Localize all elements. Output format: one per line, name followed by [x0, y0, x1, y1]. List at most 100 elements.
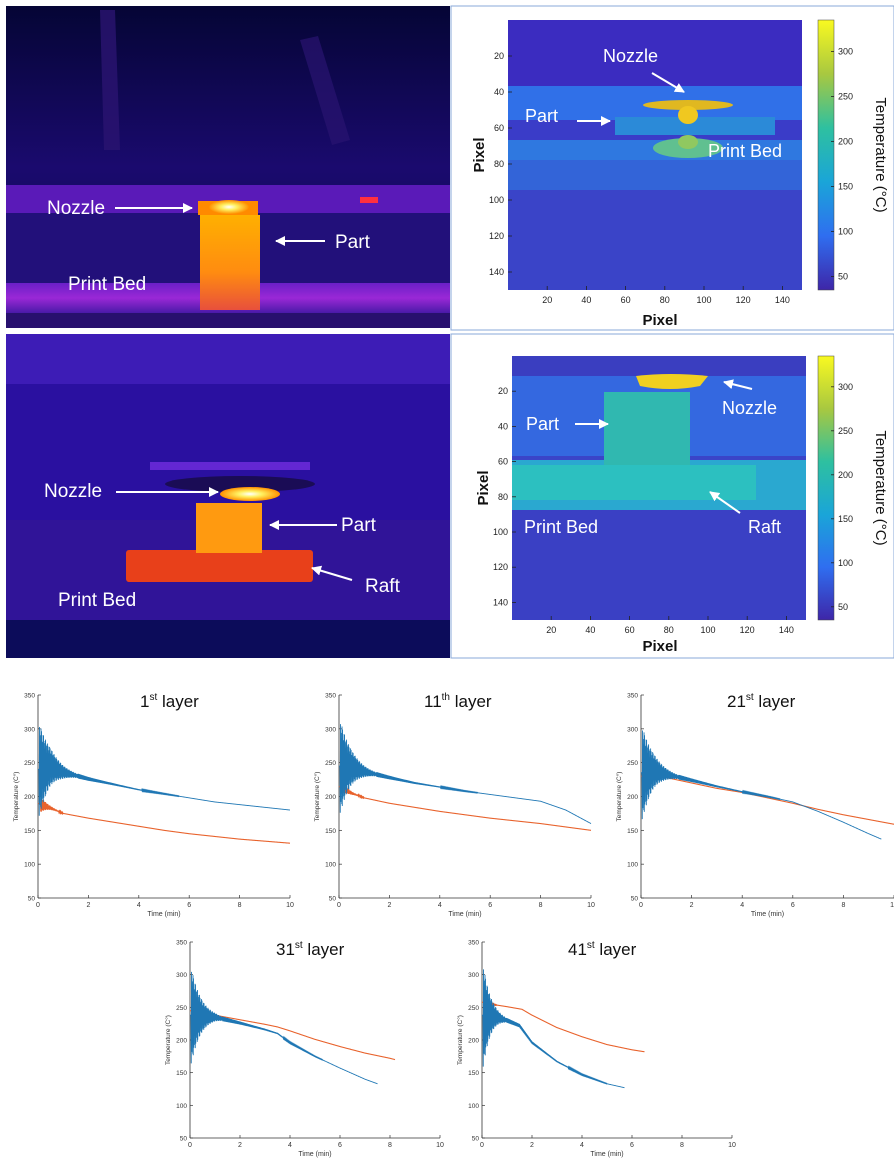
ir2-label-nozzle: Nozzle [44, 481, 102, 502]
ir1-part-glow [200, 215, 260, 310]
hm1-ylabel: Pixel [471, 137, 488, 172]
x-tick-label: 8 [388, 1142, 392, 1149]
hm1-xlabel: Pixel [642, 312, 677, 329]
y-tick-label: 50 [28, 896, 36, 903]
chart-title-suffix: th [442, 692, 450, 703]
hm1-region-lower [508, 190, 802, 290]
line-chart-1: 0 2 4 6 8 10 50 100 150 200 250 300 350 Time (min) Tem… [12, 692, 294, 918]
x-tick-label: 2 [238, 1142, 242, 1149]
x-axis-label: Time (min) [298, 1151, 331, 1158]
line-chart-2: 0 2 4 6 8 10 50 100 150 200 250 300 350 Time (min) Tem… [313, 692, 595, 918]
chart-title-text: layer [450, 692, 492, 711]
ir2-bottom [6, 620, 450, 658]
y-axis-label: Temperature (C°) [615, 772, 623, 822]
hm-y-tick-label: 20 [498, 386, 508, 396]
hm1-label-part: Part [525, 106, 558, 126]
colorbar-tick-label: 300 [838, 382, 853, 392]
x-tick-label: 10 [286, 902, 294, 909]
x-tick-label: 10 [890, 902, 894, 909]
series-line-orange [481, 999, 645, 1053]
series-line-blue [338, 724, 592, 824]
hm2-nozzle-arrow [723, 379, 753, 390]
hm-y-tick-label: 100 [489, 195, 504, 205]
chart-title-number: 31 [276, 940, 295, 959]
line-chart-4: 0 2 4 6 8 10 50 100 150 200 250 300 350 Time (min) Tem… [164, 940, 444, 1159]
y-tick-label: 350 [325, 693, 336, 700]
y-tick-label: 100 [325, 862, 336, 869]
hm-x-tick-label: 60 [625, 625, 635, 635]
hm-x-tick-label: 120 [736, 295, 751, 305]
hm2-label-raft: Raft [748, 517, 781, 537]
chart-title-suffix: st [587, 940, 595, 951]
hm1-nozzle-hot [643, 100, 733, 110]
y-tick-label: 300 [176, 972, 187, 979]
colorbar-tick-label: 250 [838, 92, 853, 102]
x-tick-label: 4 [288, 1142, 292, 1149]
ir1-hot-spot [360, 197, 378, 203]
thermal-image-2: Nozzle Part Raft Print Bed [6, 334, 450, 658]
x-tick-label: 8 [539, 902, 543, 909]
x-tick-label: 6 [488, 902, 492, 909]
series-line-blue [189, 971, 378, 1085]
hm-y-tick-label: 40 [494, 87, 504, 97]
chart-title-number: 21 [727, 692, 746, 711]
y-tick-label: 250 [468, 1005, 479, 1012]
hm-y-tick-label: 60 [494, 123, 504, 133]
y-tick-label: 250 [627, 760, 638, 767]
x-tick-label: 2 [690, 902, 694, 909]
ir1-frame-shadow [300, 36, 350, 145]
x-tick-label: 0 [639, 902, 643, 909]
hm-x-tick-label: 20 [546, 625, 556, 635]
series-line-orange [189, 1006, 396, 1061]
hm1-region-mid [508, 160, 802, 190]
ir1-label-print-bed: Print Bed [68, 274, 146, 295]
y-tick-label: 250 [176, 1005, 187, 1012]
y-tick-label: 350 [468, 940, 479, 947]
ir1-label-nozzle: Nozzle [47, 198, 105, 219]
hm1-nozzle-core [678, 106, 698, 124]
ir1-frame-shadow [100, 10, 120, 150]
hm-y-tick-label: 80 [494, 159, 504, 169]
hm2-xlabel: Pixel [642, 638, 677, 655]
hm-y-tick-label: 100 [493, 527, 508, 537]
x-tick-label: 10 [587, 902, 595, 909]
colorbar-tick-label: 100 [838, 558, 853, 568]
ir2-part-glow [196, 503, 262, 553]
series-line-orange [37, 796, 291, 844]
hm2-region-raft [512, 465, 756, 500]
x-tick-label: 8 [238, 902, 242, 909]
colorbar-tick-label: 100 [838, 227, 853, 237]
series-line-blue [481, 969, 625, 1089]
y-tick-label: 50 [472, 1136, 480, 1143]
hm1-bed-core [678, 135, 698, 149]
series-line-blue [37, 726, 291, 816]
hm-y-tick-label: 20 [494, 51, 504, 61]
y-tick-label: 100 [24, 862, 35, 869]
x-axis-label: Time (min) [147, 911, 180, 918]
colorbar-tick-label: 150 [838, 514, 853, 524]
colorbar-tick-label: 250 [838, 426, 853, 436]
colorbar-tick-label: 300 [838, 47, 853, 57]
y-tick-label: 50 [180, 1136, 188, 1143]
hm1-nozzle-arrow [651, 72, 685, 93]
hm2-label-nozzle: Nozzle [722, 398, 777, 418]
hm-x-tick-label: 20 [542, 295, 552, 305]
hm-x-tick-label: 40 [581, 295, 591, 305]
y-axis-label: Temperature (C°) [12, 772, 20, 822]
y-tick-label: 100 [176, 1103, 187, 1110]
chart-title-text: layer [754, 692, 796, 711]
hm2-region-part [604, 392, 690, 470]
y-tick-label: 50 [631, 896, 639, 903]
y-tick-label: 300 [627, 726, 638, 733]
ir2-shadow [165, 476, 315, 492]
x-tick-label: 6 [630, 1142, 634, 1149]
hm1-region-part [615, 117, 775, 135]
x-tick-label: 4 [580, 1142, 584, 1149]
x-tick-label: 2 [86, 902, 90, 909]
y-axis-label: Temperature (C°) [456, 1015, 464, 1065]
hm-x-tick-label: 100 [696, 295, 711, 305]
ir2-label-part: Part [341, 515, 377, 536]
y-axis-label: Temperature (C°) [164, 1015, 172, 1065]
hm1-colorbar-ticks: 50 100 150 200 250 300 [831, 47, 853, 282]
